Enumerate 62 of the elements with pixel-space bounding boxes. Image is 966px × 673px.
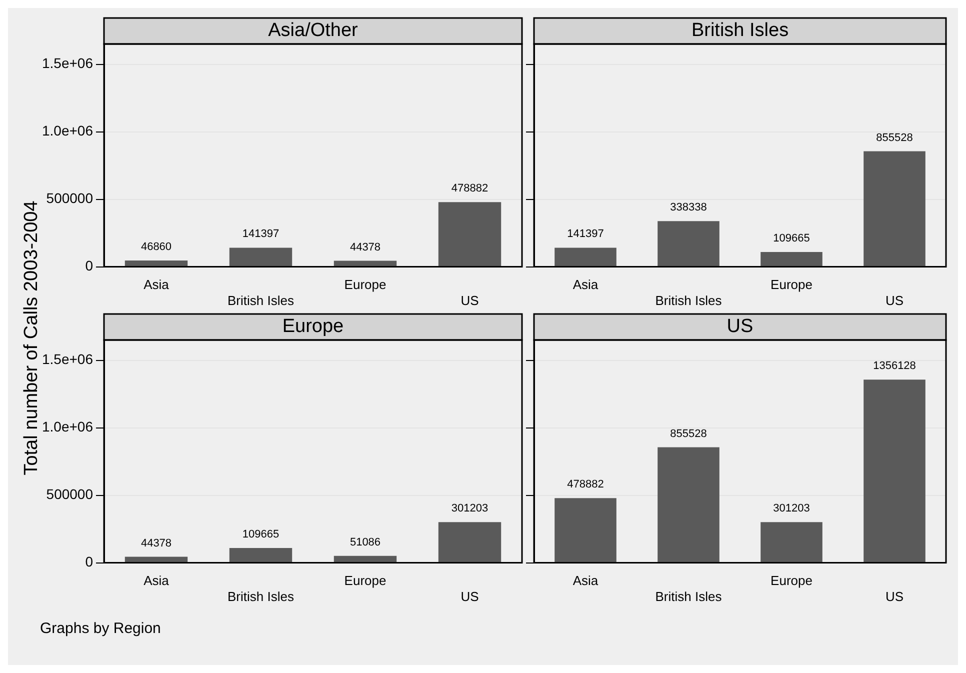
data-label: 109665 bbox=[242, 528, 280, 541]
bar bbox=[658, 447, 720, 562]
data-label: 478882 bbox=[451, 182, 488, 195]
bar bbox=[334, 260, 397, 266]
bar bbox=[864, 151, 926, 266]
bar bbox=[658, 221, 720, 266]
y-tick-label: 1.5e+06 bbox=[42, 55, 94, 72]
bar bbox=[229, 548, 292, 562]
x-tick-label: British Isles bbox=[655, 588, 722, 604]
bar bbox=[760, 252, 822, 266]
y-axis-title: Total number of Calls 2003-2004 bbox=[21, 200, 43, 476]
data-label: 44378 bbox=[350, 241, 381, 254]
data-label: 338338 bbox=[670, 202, 707, 214]
x-tick-label: Europe bbox=[344, 277, 386, 292]
data-label: 1356128 bbox=[873, 360, 916, 372]
x-tick-label: Europe bbox=[770, 573, 812, 588]
data-label: 478882 bbox=[567, 478, 604, 491]
x-tick-label: British Isles bbox=[228, 292, 294, 308]
x-tick-label: Europe bbox=[770, 277, 812, 292]
y-tick-label: 0 bbox=[85, 554, 94, 570]
data-label: 141397 bbox=[242, 228, 280, 240]
chart-title: US bbox=[726, 316, 754, 338]
x-tick-label: Asia bbox=[572, 277, 599, 292]
data-label: 855528 bbox=[876, 132, 913, 144]
x-tick-label: US bbox=[460, 292, 480, 308]
bar bbox=[438, 522, 502, 562]
x-tick-label: US bbox=[885, 588, 904, 604]
y-tick-label: 1.0e+06 bbox=[42, 418, 94, 435]
x-tick-label: Asia bbox=[144, 277, 170, 292]
data-label: 301203 bbox=[451, 502, 488, 515]
x-tick-label: Asia bbox=[572, 573, 599, 588]
y-tick-label: 500000 bbox=[46, 190, 94, 206]
x-tick-label: US bbox=[460, 588, 480, 604]
x-tick-label: Asia bbox=[144, 573, 170, 588]
text: Graphs by Region bbox=[40, 620, 161, 637]
bar bbox=[438, 202, 502, 266]
x-tick-label: British Isles bbox=[228, 588, 294, 604]
bar bbox=[334, 556, 397, 562]
y-tick-label: 0 bbox=[85, 258, 94, 274]
chart-title: British Isles bbox=[691, 20, 789, 42]
bar bbox=[229, 248, 292, 266]
bar bbox=[864, 380, 926, 562]
bar bbox=[124, 556, 188, 562]
y-tick-label: 1.5e+06 bbox=[42, 351, 94, 368]
bar bbox=[554, 248, 616, 266]
data-label: 141397 bbox=[567, 228, 604, 240]
data-label: 301203 bbox=[773, 502, 810, 515]
data-label: 44378 bbox=[140, 537, 172, 550]
chart-title: Europe bbox=[282, 316, 344, 338]
x-tick-label: British Isles bbox=[655, 292, 722, 308]
x-tick-label: US bbox=[885, 292, 904, 308]
bar bbox=[124, 260, 188, 266]
bar bbox=[554, 498, 616, 562]
y-tick-label: 500000 bbox=[46, 486, 94, 502]
x-tick-label: Europe bbox=[344, 573, 386, 588]
chart-title: Asia/Other bbox=[268, 20, 359, 42]
bar bbox=[760, 522, 822, 562]
data-label: 51086 bbox=[350, 536, 381, 548]
y-tick-label: 1.0e+06 bbox=[42, 122, 94, 139]
data-label: 855528 bbox=[670, 428, 707, 440]
data-label: 46860 bbox=[140, 241, 172, 254]
data-label: 109665 bbox=[773, 232, 810, 245]
